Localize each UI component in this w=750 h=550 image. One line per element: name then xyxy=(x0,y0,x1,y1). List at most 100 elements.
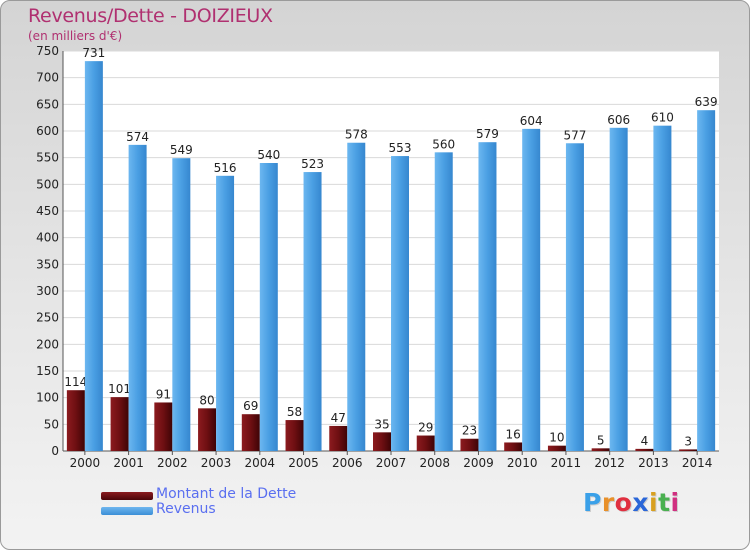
bar-revenus xyxy=(216,175,235,452)
logo-letter: x xyxy=(632,488,649,517)
bar-dette xyxy=(285,420,304,451)
bar-dette xyxy=(198,408,217,451)
data-label-dette: 69 xyxy=(243,399,258,413)
data-label-dette: 29 xyxy=(418,421,433,435)
y-tick-label: 450 xyxy=(36,204,59,218)
data-label-dette: 80 xyxy=(199,393,214,407)
data-label-revenus: 523 xyxy=(301,157,324,171)
y-tick-label: 600 xyxy=(36,124,59,138)
y-tick-label: 550 xyxy=(36,151,59,165)
bar-dette xyxy=(460,438,479,451)
bar-dette xyxy=(591,448,610,451)
y-tick-label: 200 xyxy=(36,337,59,351)
y-tick-label: 350 xyxy=(36,257,59,271)
y-tick-label: 250 xyxy=(36,311,59,325)
data-label-revenus: 579 xyxy=(476,127,499,141)
data-label-revenus: 549 xyxy=(170,143,193,157)
bar-revenus xyxy=(565,143,584,451)
bar-dette xyxy=(66,390,85,451)
x-tick-label: 2012 xyxy=(594,456,625,470)
data-label-dette: 101 xyxy=(108,382,131,396)
data-label-revenus: 604 xyxy=(520,114,543,128)
data-label-revenus: 577 xyxy=(563,128,586,142)
x-tick-label: 2013 xyxy=(638,456,669,470)
data-label-revenus: 553 xyxy=(389,141,412,155)
bar-dette xyxy=(241,414,260,451)
y-tick-label: 700 xyxy=(36,71,59,85)
bar-revenus xyxy=(522,128,541,451)
data-label-dette: 47 xyxy=(331,411,346,425)
y-tick-label: 300 xyxy=(36,284,59,298)
data-label-dette: 16 xyxy=(506,427,521,441)
bar-revenus xyxy=(128,144,147,451)
x-tick-label: 2014 xyxy=(682,456,713,470)
data-label-revenus: 731 xyxy=(82,46,105,60)
bar-dette xyxy=(547,445,566,451)
data-label-revenus: 606 xyxy=(607,113,630,127)
bar-dette xyxy=(110,397,129,451)
bar-revenus xyxy=(609,127,628,452)
data-label-dette: 5 xyxy=(597,433,605,447)
x-tick-label: 2004 xyxy=(245,456,276,470)
y-tick-label: 650 xyxy=(36,97,59,111)
data-label-revenus: 610 xyxy=(651,111,674,125)
chart-title: Revenus/Dette - DOIZIEUX xyxy=(28,5,273,27)
bar-revenus xyxy=(347,142,366,451)
y-tick-label: 150 xyxy=(36,364,59,378)
logo-letter: P xyxy=(583,488,602,517)
x-tick-label: 2006 xyxy=(332,456,363,470)
data-label-dette: 35 xyxy=(374,417,389,431)
logo-letter: i xyxy=(649,488,659,517)
bar-revenus xyxy=(697,110,716,451)
y-tick-label: 50 xyxy=(44,417,59,431)
data-label-dette: 23 xyxy=(462,424,477,438)
x-tick-label: 2010 xyxy=(507,456,538,470)
y-tick-label: 400 xyxy=(36,231,59,245)
data-label-dette: 114 xyxy=(64,375,87,389)
bar-revenus xyxy=(259,163,278,451)
x-tick-label: 2002 xyxy=(157,456,188,470)
y-tick-label: 500 xyxy=(36,177,59,191)
x-tick-label: 2000 xyxy=(70,456,101,470)
x-tick-label: 2011 xyxy=(551,456,582,470)
bar-dette xyxy=(504,442,523,451)
legend-label-revenus: Revenus xyxy=(156,501,216,517)
x-tick-label: 2003 xyxy=(201,456,232,470)
bar-revenus xyxy=(653,125,672,452)
logo-letter: i xyxy=(670,488,680,517)
bar-dette xyxy=(154,402,173,451)
x-tick-label: 2005 xyxy=(288,456,319,470)
bar-revenus xyxy=(434,152,453,452)
data-label-dette: 10 xyxy=(549,431,564,445)
bar-dette xyxy=(635,448,654,451)
data-label-dette: 4 xyxy=(641,434,649,448)
data-label-revenus: 574 xyxy=(126,130,149,144)
bar-dette xyxy=(373,432,391,451)
data-label-revenus: 560 xyxy=(432,137,455,151)
y-tick-label: 0 xyxy=(51,444,59,458)
data-label-revenus: 578 xyxy=(345,128,368,142)
bar-revenus xyxy=(391,156,409,452)
logo-letter: t xyxy=(658,488,671,517)
bar-revenus xyxy=(172,158,191,451)
data-label-dette: 58 xyxy=(287,405,302,419)
y-tick-label: 750 xyxy=(36,44,59,58)
bar-revenus xyxy=(478,142,497,451)
proxiti-logo: Proxiti xyxy=(583,488,680,517)
chart-subtitle: (en milliers d'€) xyxy=(28,29,123,43)
bar-dette xyxy=(416,435,435,451)
x-tick-label: 2001 xyxy=(113,456,144,470)
data-label-revenus: 639 xyxy=(695,95,718,109)
y-tick-label: 100 xyxy=(36,391,59,405)
bar-dette xyxy=(329,425,348,451)
logo-letter: o xyxy=(614,488,633,517)
x-tick-label: 2008 xyxy=(419,456,450,470)
legend-swatch-revenus xyxy=(101,507,153,515)
data-label-dette: 3 xyxy=(684,434,692,448)
x-tick-label: 2007 xyxy=(376,456,407,470)
legend-label-dette: Montant de la Dette xyxy=(156,486,297,502)
bar-revenus xyxy=(84,61,103,452)
data-label-dette: 91 xyxy=(156,387,171,401)
